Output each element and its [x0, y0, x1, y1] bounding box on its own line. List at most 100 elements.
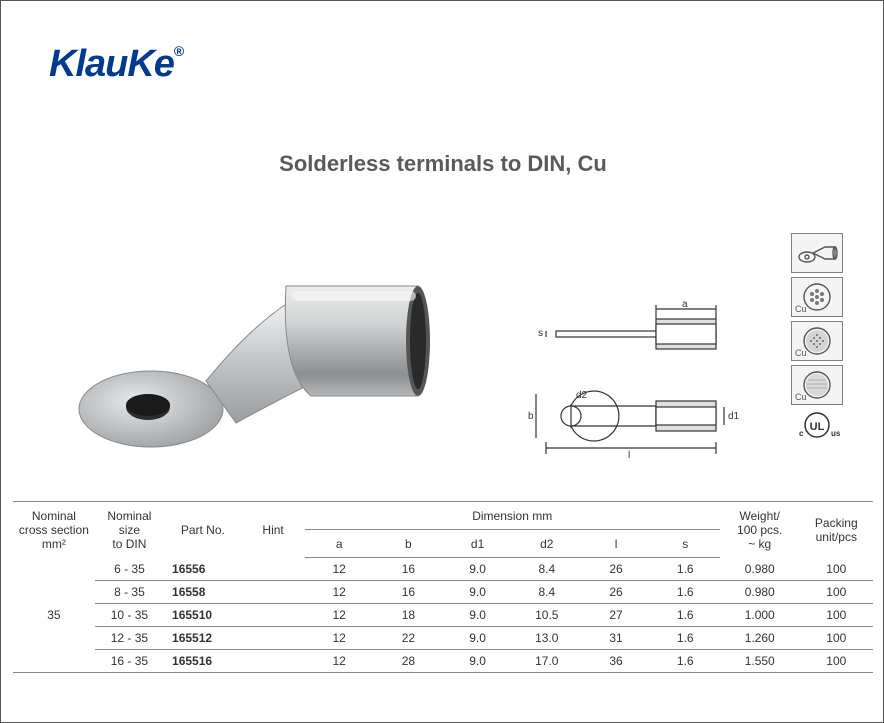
cell-s: 1.6: [651, 627, 720, 650]
dim-d1-label: d1: [728, 411, 740, 422]
cell-size: 8 - 35: [95, 581, 164, 604]
cell-s: 1.6: [651, 558, 720, 581]
spec-table: Nominal cross section mm² Nominal size t…: [13, 501, 873, 673]
spec-icon-stack: Cu Cu Cu UL c us: [791, 233, 843, 441]
cell-l: 26: [581, 581, 650, 604]
brand-reg: ®: [174, 43, 183, 59]
hdr-dimension-group: Dimension mm: [305, 502, 720, 530]
hdr-size-din: Nominal size to DIN: [95, 502, 164, 558]
cu-label-1: Cu: [795, 304, 807, 314]
solid-cu-icon: Cu: [791, 365, 843, 405]
hdr-packing: Packing unit/pcs: [800, 502, 873, 558]
svg-text:c: c: [799, 429, 804, 438]
cell-w: 1.260: [720, 627, 800, 650]
cell-hint: [242, 558, 305, 581]
terminal-shape-icon: [791, 233, 843, 273]
cell-a: 12: [305, 627, 374, 650]
cell-a: 12: [305, 650, 374, 673]
product-photo: [66, 231, 436, 466]
cell-size: 12 - 35: [95, 627, 164, 650]
cell-d1: 9.0: [443, 604, 512, 627]
fine-stranded-cu-icon: Cu: [791, 321, 843, 361]
cell-a: 12: [305, 604, 374, 627]
svg-text:us: us: [831, 429, 841, 438]
cell-d2: 8.4: [512, 581, 581, 604]
cu-label-3: Cu: [795, 392, 807, 402]
cell-part: 16556: [164, 558, 242, 581]
brand-logo: KlauKe®: [49, 43, 183, 86]
page-title: Solderless terminals to DIN, Cu: [1, 151, 884, 177]
cell-a: 12: [305, 581, 374, 604]
cell-cross-section: 35: [13, 558, 95, 673]
cell-d2: 10.5: [512, 604, 581, 627]
cu-label-2: Cu: [795, 348, 807, 358]
ul-cert-icon: UL c us: [791, 409, 843, 441]
cell-d1: 9.0: [443, 627, 512, 650]
cell-b: 16: [374, 558, 443, 581]
table-row: 16 - 35 165516 12 28 9.0 17.0 36 1.6 1.5…: [13, 650, 873, 673]
cell-w: 1.550: [720, 650, 800, 673]
cell-w: 1.000: [720, 604, 800, 627]
cell-p: 100: [800, 581, 873, 604]
hdr-cross-section: Nominal cross section mm²: [13, 502, 95, 558]
dim-s-label: s: [538, 328, 543, 339]
cell-size: 10 - 35: [95, 604, 164, 627]
svg-text:UL: UL: [810, 421, 825, 433]
cell-p: 100: [800, 604, 873, 627]
hdr-weight: Weight/ 100 pcs. ~ kg: [720, 502, 800, 558]
cell-hint: [242, 650, 305, 673]
cell-d1: 9.0: [443, 650, 512, 673]
cell-b: 18: [374, 604, 443, 627]
cell-hint: [242, 604, 305, 627]
cell-hint: [242, 627, 305, 650]
cell-s: 1.6: [651, 604, 720, 627]
table-row: 8 - 35 16558 12 16 9.0 8.4 26 1.6 0.980 …: [13, 581, 873, 604]
cell-s: 1.6: [651, 581, 720, 604]
hdr-d2: d2: [512, 530, 581, 558]
spec-table-body: 35 6 - 35 16556 12 16 9.0 8.4 26 1.6 0.9…: [13, 558, 873, 673]
brand-name: KlauKe: [49, 43, 174, 85]
table-row: 12 - 35 165512 12 22 9.0 13.0 31 1.6 1.2…: [13, 627, 873, 650]
hdr-part-no: Part No.: [164, 502, 242, 558]
cell-b: 16: [374, 581, 443, 604]
table-row: 10 - 35 165510 12 18 9.0 10.5 27 1.6 1.0…: [13, 604, 873, 627]
cell-b: 22: [374, 627, 443, 650]
dim-l-label: l: [628, 450, 630, 461]
cell-part: 165512: [164, 627, 242, 650]
hdr-hint: Hint: [242, 502, 305, 558]
cell-d2: 13.0: [512, 627, 581, 650]
hdr-s: s: [651, 530, 720, 558]
cell-d2: 17.0: [512, 650, 581, 673]
cell-b: 28: [374, 650, 443, 673]
cell-l: 31: [581, 627, 650, 650]
hdr-l: l: [581, 530, 650, 558]
cell-d1: 9.0: [443, 581, 512, 604]
dim-b-label: b: [528, 411, 534, 422]
cell-l: 26: [581, 558, 650, 581]
technical-drawing: a s d2 b d1: [526, 301, 766, 466]
cell-size: 6 - 35: [95, 558, 164, 581]
cell-w: 0.980: [720, 581, 800, 604]
cell-a: 12: [305, 558, 374, 581]
cell-d1: 9.0: [443, 558, 512, 581]
cell-d2: 8.4: [512, 558, 581, 581]
cell-l: 36: [581, 650, 650, 673]
cell-p: 100: [800, 558, 873, 581]
cell-l: 27: [581, 604, 650, 627]
table-row: 35 6 - 35 16556 12 16 9.0 8.4 26 1.6 0.9…: [13, 558, 873, 581]
hdr-d1: d1: [443, 530, 512, 558]
cell-p: 100: [800, 650, 873, 673]
hdr-b: b: [374, 530, 443, 558]
cell-p: 100: [800, 627, 873, 650]
dim-a-label: a: [682, 301, 688, 310]
stranded-cu-icon: Cu: [791, 277, 843, 317]
dim-d2-label: d2: [576, 390, 588, 401]
cell-hint: [242, 581, 305, 604]
cell-w: 0.980: [720, 558, 800, 581]
cell-s: 1.6: [651, 650, 720, 673]
cell-size: 16 - 35: [95, 650, 164, 673]
hdr-a: a: [305, 530, 374, 558]
cell-part: 16558: [164, 581, 242, 604]
cell-part: 165510: [164, 604, 242, 627]
cell-part: 165516: [164, 650, 242, 673]
